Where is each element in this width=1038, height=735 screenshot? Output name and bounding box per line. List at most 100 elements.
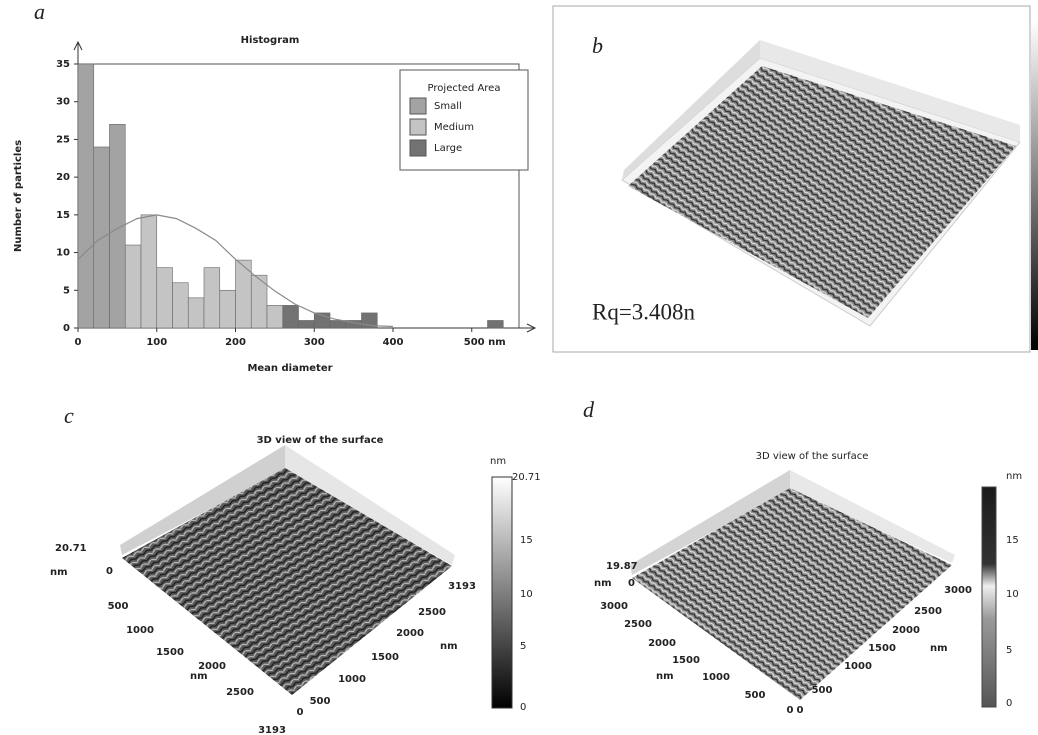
axis-label: 1000 [702, 672, 730, 683]
x-tick-label: 300 [304, 337, 325, 348]
wall [760, 40, 1020, 142]
legend-swatch [409, 118, 427, 136]
legend-swatch [409, 139, 427, 157]
axis-label: 1500 [672, 655, 700, 666]
fit-curve [77, 214, 394, 328]
x-tick-label: 0 [75, 337, 82, 348]
panel-letter: a [34, 0, 45, 24]
wall [622, 40, 760, 180]
panel-letter: b [592, 33, 603, 58]
colorbar-tick-label: 5 [520, 641, 526, 652]
bar [156, 267, 173, 329]
axis-label: 500 [108, 601, 129, 612]
legend-label: Medium [434, 122, 474, 133]
colorbar-tick-label: 15 [520, 535, 533, 546]
bar [203, 267, 221, 329]
axis-label: 2000 [892, 625, 920, 636]
axis-label: 1500 [156, 647, 184, 658]
legend-title: Projected Area [428, 83, 501, 94]
surface [122, 468, 452, 695]
axis-label: 500 [310, 696, 331, 707]
axis-unit: nm [190, 671, 208, 682]
y-tick-label: 5 [63, 285, 70, 296]
axis-label: 500 [812, 685, 833, 696]
axis-unit: nm [440, 641, 458, 652]
panel-title: 3D view of the surface [257, 435, 384, 446]
bar [219, 289, 236, 329]
y-tick-label: 30 [56, 97, 70, 108]
axis-label: 0 [787, 705, 794, 716]
z-max: 19.87 [606, 561, 638, 572]
histogram: Histogram Number of particles Mean diamete… [13, 35, 537, 374]
bar [298, 320, 315, 329]
wall [630, 470, 790, 575]
colorbar-max: 20.71 [512, 472, 541, 483]
bar [329, 320, 347, 329]
axis-label: 3000 [600, 601, 628, 612]
axis-label: 2000 [648, 638, 676, 649]
colorbar [981, 486, 997, 708]
axis-label: 3193 [258, 725, 286, 735]
bar [250, 274, 268, 329]
axis-label: 1000 [126, 625, 154, 636]
axis-label: 3193 [448, 581, 476, 592]
axis-label: 2000 [198, 661, 226, 672]
axis-label: 2500 [226, 687, 254, 698]
z-min: 0 [628, 578, 635, 589]
axis-label: 1500 [868, 643, 896, 654]
y-tick-label: 25 [56, 134, 70, 145]
y-tick-label: 35 [56, 59, 70, 70]
y-tick-label: 10 [56, 248, 70, 259]
axis-label: 500 [745, 690, 766, 701]
wall [790, 470, 955, 563]
legend-swatch [409, 97, 427, 115]
axis-unit: nm [656, 671, 674, 682]
axis-label: 2000 [396, 628, 424, 639]
axis-label: 3000 [944, 585, 972, 596]
bar [282, 305, 299, 329]
colorbar-tick-label: 5 [1006, 645, 1012, 656]
colorbar-tick-label: 15 [1006, 535, 1019, 546]
wall [285, 445, 455, 565]
colorbar [1031, 20, 1038, 350]
x-tick-label: 400 [383, 337, 404, 348]
colorbar-tick-label: 10 [1006, 589, 1019, 600]
x-tick-label: 200 [225, 337, 246, 348]
axis-label: 0 [797, 705, 804, 716]
surface [632, 488, 952, 700]
axis-label: 1000 [844, 661, 872, 672]
z-max: 20.71 [55, 543, 87, 554]
z-unit: nm [594, 578, 612, 589]
chart-title: Histogram [241, 35, 300, 46]
bar [124, 244, 142, 329]
wall [120, 445, 285, 555]
axis-unit: nm [930, 643, 948, 654]
z-unit: nm [50, 567, 68, 578]
axis-label: 2500 [418, 607, 446, 618]
z-min: 0 [106, 566, 113, 577]
axis-label: 2500 [914, 606, 942, 617]
bar [187, 297, 205, 329]
panel-title: 3D view of the surface [756, 451, 869, 462]
panel-letter: c [64, 403, 74, 428]
colorbar-tick-label: 0 [520, 702, 526, 713]
bar [140, 214, 158, 329]
colorbar [491, 476, 513, 709]
y-tick-label: 20 [56, 172, 70, 183]
x-tick-label: 500 nm [464, 337, 506, 348]
bar [266, 305, 284, 329]
colorbar-tick-label: 0 [1006, 698, 1012, 709]
bar [172, 282, 189, 329]
surface [628, 66, 1016, 318]
bar [487, 320, 504, 329]
y-axis-label: Number of particles [13, 140, 24, 252]
legend-label: Small [434, 101, 462, 112]
bar [77, 63, 95, 329]
y-tick-label: 0 [63, 323, 70, 334]
bar [109, 124, 126, 329]
axis-label: 0 [297, 707, 304, 718]
legend-label: Large [434, 143, 462, 154]
y-tick-label: 15 [56, 210, 70, 221]
